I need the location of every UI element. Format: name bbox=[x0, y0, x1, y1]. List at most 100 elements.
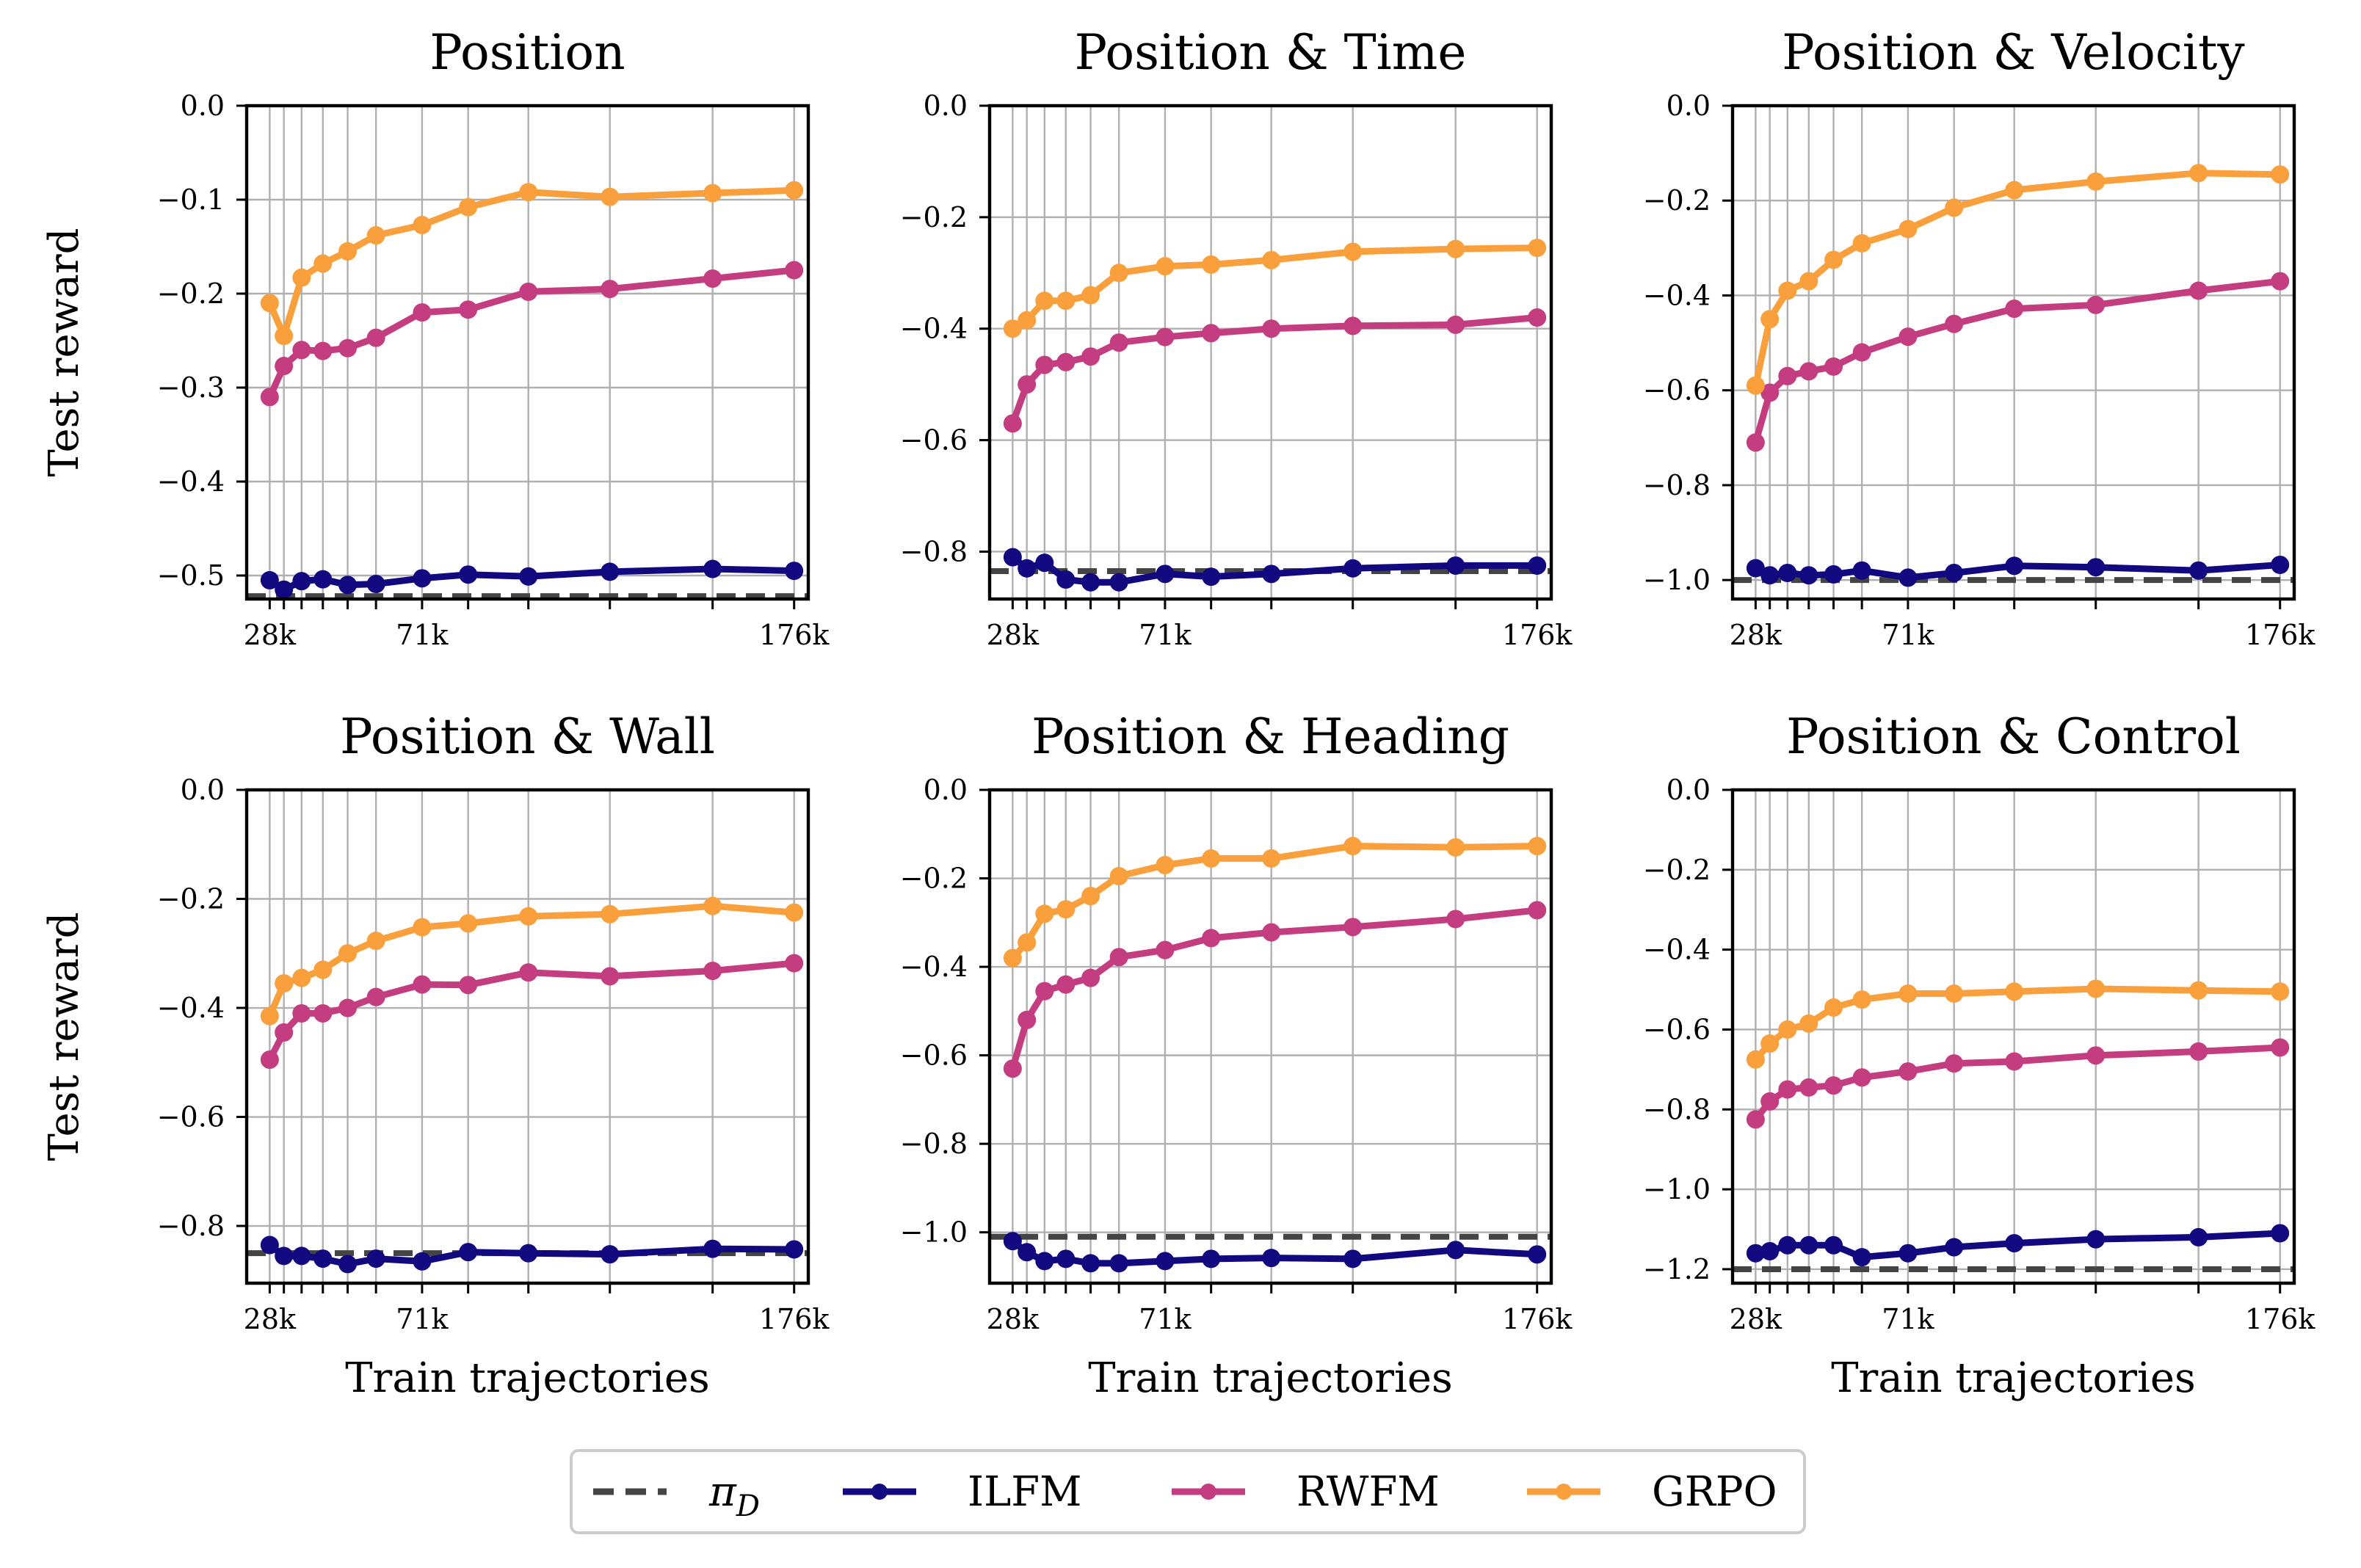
series-grpo-point bbox=[1202, 849, 1221, 868]
y-tick-label: −1.0 bbox=[1643, 1173, 1711, 1205]
series-rwfm bbox=[260, 261, 804, 407]
series-grpo-point bbox=[1109, 867, 1128, 886]
y-tick-label: 0.0 bbox=[1667, 90, 1711, 122]
series-grpo-point bbox=[1262, 849, 1281, 868]
series-ilfm-point bbox=[313, 1249, 333, 1268]
series-grpo-point bbox=[703, 896, 722, 915]
panel-title: Position bbox=[429, 24, 625, 81]
series-rwfm-point bbox=[1003, 414, 1022, 433]
series-ilfm bbox=[1003, 548, 1547, 592]
legend-marker-rwfm bbox=[1200, 1484, 1216, 1500]
y-tick-label: 0.0 bbox=[181, 774, 225, 806]
y-tick-label: −1.0 bbox=[900, 1216, 968, 1249]
series-ilfm-point bbox=[260, 570, 279, 589]
series-ilfm-point bbox=[1202, 1249, 1221, 1268]
series-grpo-point bbox=[1852, 233, 1871, 253]
series-ilfm-point bbox=[1446, 556, 1465, 575]
series-rwfm-point bbox=[413, 303, 432, 322]
series-rwfm-point bbox=[2189, 281, 2208, 300]
series-ilfm-point bbox=[1035, 553, 1054, 573]
series-grpo-point bbox=[366, 932, 385, 951]
series-grpo-point bbox=[1202, 255, 1221, 274]
x-axis-label: Train trajectories bbox=[345, 1354, 710, 1402]
series-rwfm-point bbox=[2005, 300, 2024, 319]
y-tick-label: −0.6 bbox=[900, 424, 968, 457]
series-rwfm-point bbox=[1156, 327, 1175, 346]
series-ilfm-point bbox=[260, 1235, 279, 1255]
y-tick-label: −0.6 bbox=[1643, 1013, 1711, 1045]
series-grpo-point bbox=[275, 974, 294, 993]
y-tick-label: −0.6 bbox=[157, 1101, 225, 1133]
series-ilfm-point bbox=[703, 559, 722, 578]
series-grpo-point bbox=[1109, 264, 1128, 283]
x-tick-label: 176k bbox=[759, 619, 830, 651]
series-ilfm-point bbox=[413, 569, 432, 588]
series-rwfm bbox=[1003, 901, 1547, 1078]
y-tick-label: −0.4 bbox=[157, 992, 225, 1024]
series-rwfm-point bbox=[1945, 314, 1964, 333]
series-ilfm-point bbox=[338, 1255, 358, 1274]
series-ilfm-point bbox=[1003, 548, 1022, 567]
series-ilfm-point bbox=[519, 567, 538, 586]
y-tick-label: −0.2 bbox=[157, 883, 225, 915]
x-axis-label: Train trajectories bbox=[1088, 1354, 1453, 1402]
x-tick-label: 28k bbox=[987, 1303, 1040, 1335]
series-grpo-point bbox=[1898, 984, 1918, 1003]
series-grpo-point bbox=[338, 242, 358, 261]
series-rwfm-point bbox=[1852, 343, 1871, 362]
y-tick-label: −0.1 bbox=[157, 184, 225, 216]
x-tick-label: 176k bbox=[2245, 1303, 2316, 1335]
series-ilfm-point bbox=[275, 580, 294, 599]
series-rwfm-point bbox=[703, 269, 722, 288]
panel-position-control: Position & Control 0.0 −0.2 −0.4 −0.6 −0.8 −1.… bbox=[1643, 708, 2316, 1402]
series-rwfm-point bbox=[1446, 315, 1465, 334]
series-ilfm-point bbox=[313, 570, 333, 589]
series-rwfm-point bbox=[785, 954, 804, 973]
series-ilfm-point bbox=[1760, 1241, 1780, 1260]
series-grpo-point bbox=[313, 254, 333, 273]
series-ilfm bbox=[1746, 1224, 2290, 1267]
series-ilfm-point bbox=[1081, 573, 1100, 592]
series-grpo-point bbox=[1035, 904, 1054, 923]
series-rwfm-point bbox=[519, 963, 538, 982]
x-axis-label: Train trajectories bbox=[1831, 1354, 2196, 1402]
series-rwfm-point bbox=[459, 300, 478, 319]
x-tick-label: 176k bbox=[2245, 619, 2316, 651]
series-ilfm-point bbox=[1528, 556, 1547, 575]
series-rwfm-point bbox=[1799, 1078, 1818, 1097]
series-grpo-point bbox=[1446, 239, 1465, 258]
x-tick-label: 176k bbox=[1502, 1303, 1573, 1335]
y-axis-label: Test reward bbox=[40, 912, 88, 1161]
series-grpo-line bbox=[266, 186, 798, 340]
series-grpo-point bbox=[1824, 250, 1843, 269]
series-ilfm-point bbox=[2271, 1224, 2290, 1243]
y-tick-label: −0.4 bbox=[157, 465, 225, 498]
legend-label-rwfm: RWFM bbox=[1296, 1468, 1440, 1516]
series-ilfm-point bbox=[1081, 1254, 1100, 1273]
series-ilfm-point bbox=[2005, 556, 2024, 576]
series-rwfm-point bbox=[313, 1003, 333, 1023]
series-grpo-point bbox=[1056, 900, 1076, 919]
series-grpo-point bbox=[275, 327, 294, 346]
series-ilfm bbox=[1746, 555, 2290, 587]
x-tick-label: 176k bbox=[759, 1303, 830, 1335]
series-ilfm-point bbox=[601, 562, 620, 581]
y-tick-label: 0.0 bbox=[181, 90, 225, 122]
series-ilfm-point bbox=[1778, 1235, 1797, 1255]
series-rwfm-point bbox=[1202, 324, 1221, 343]
series-rwfm-point bbox=[1746, 1110, 1765, 1129]
series-rwfm-point bbox=[1898, 327, 1918, 346]
series-rwfm-point bbox=[1898, 1062, 1918, 1081]
y-tick-label: −0.5 bbox=[157, 559, 225, 592]
series-grpo-point bbox=[785, 903, 804, 922]
series-rwfm-point bbox=[1262, 923, 1281, 942]
y-tick-label: −0.2 bbox=[157, 277, 225, 310]
series-rwfm-point bbox=[1018, 1010, 1037, 1029]
series-ilfm bbox=[260, 1235, 804, 1274]
series-rwfm-point bbox=[1109, 333, 1128, 352]
series-ilfm-point bbox=[1156, 565, 1175, 584]
x-tick-label: 71k bbox=[1139, 619, 1192, 651]
series-grpo-point bbox=[1945, 984, 1964, 1003]
legend-label-baseline: πD bbox=[708, 1468, 760, 1523]
series-rwfm-point bbox=[1746, 433, 1765, 452]
